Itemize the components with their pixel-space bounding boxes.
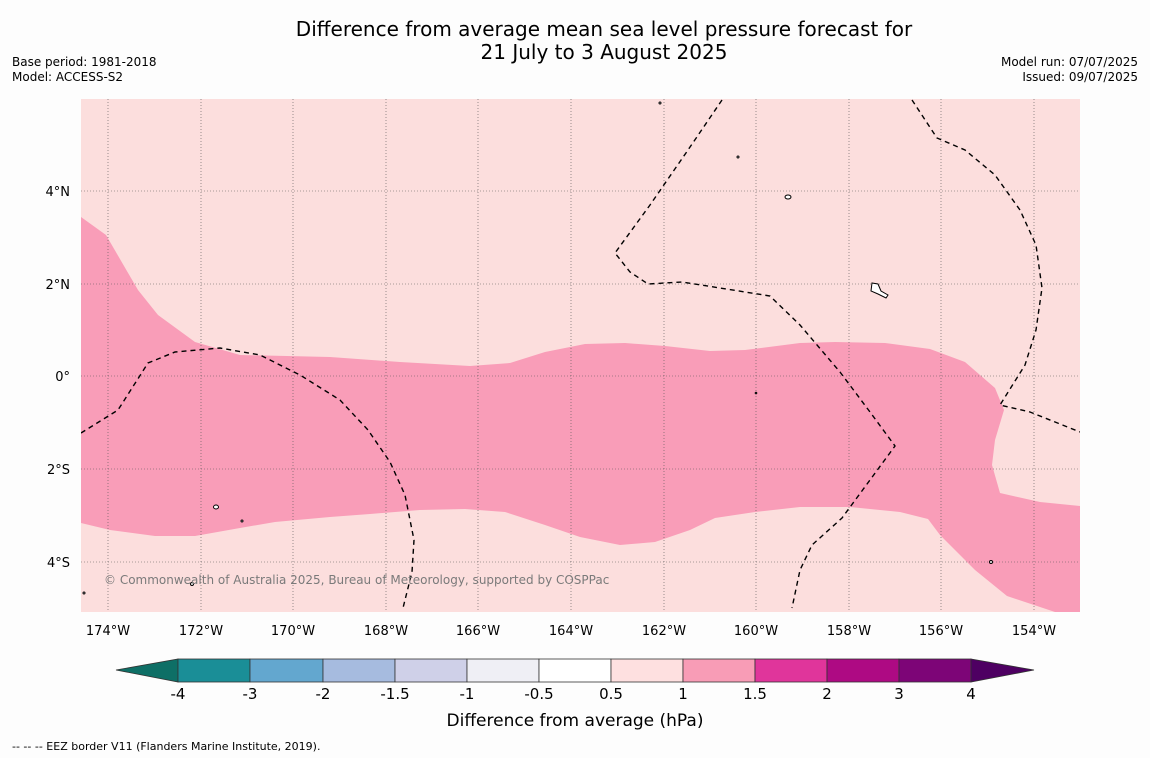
colorbar-seg-3 bbox=[322, 658, 396, 683]
colorbar-seg-10 bbox=[826, 658, 900, 683]
copyright-text: © Commonwealth of Australia 2025, Bureau… bbox=[104, 573, 609, 587]
title-line-1: Difference from average mean sea level p… bbox=[295, 17, 913, 41]
colorbar-extend-high bbox=[970, 658, 1035, 683]
model-run-text: Model run: 07/07/2025 bbox=[1000, 55, 1138, 69]
colorbar-label: Difference from average (hPa) bbox=[447, 711, 704, 731]
colorbar-seg-9 bbox=[754, 658, 828, 683]
island-8 bbox=[989, 560, 993, 564]
colorbar-tick-label: 3 bbox=[894, 685, 904, 703]
eez-footnote: -- -- -- EEZ border V11 (Flanders Marine… bbox=[12, 740, 321, 753]
colorbar-tick-label: 1 bbox=[678, 685, 688, 703]
colorbar-seg-7 bbox=[610, 658, 684, 683]
island-kiritimati bbox=[870, 282, 889, 299]
lon-label-160w: 160°W bbox=[734, 624, 778, 639]
eez-border-1 bbox=[81, 347, 415, 609]
lon-label-166w: 166°W bbox=[456, 624, 500, 639]
lon-label-156w: 156°W bbox=[919, 624, 963, 639]
colorbar-tick-label: 4 bbox=[966, 685, 976, 703]
lon-label-168w: 168°W bbox=[364, 624, 408, 639]
eez-borders bbox=[81, 99, 1080, 609]
colorbar-tick-label: -3 bbox=[243, 685, 258, 703]
colorbar-tick-label: 0.5 bbox=[599, 685, 623, 703]
lat-label-0: 0° bbox=[55, 370, 70, 385]
lon-label-172w: 172°W bbox=[179, 624, 223, 639]
lon-label-162w: 162°W bbox=[642, 624, 686, 639]
lon-label-158w: 158°W bbox=[827, 624, 871, 639]
model-text: Model: ACCESS-S2 bbox=[12, 70, 124, 84]
colorbar-tick-label: -1.5 bbox=[380, 685, 409, 703]
base-period-text: Base period: 1981-2018 bbox=[12, 55, 157, 69]
lon-label-174w: 174°W bbox=[86, 624, 130, 639]
lat-labels: 4°N 2°N 0° 2°S 4°S bbox=[46, 185, 71, 571]
lon-label-154w: 154°W bbox=[1012, 624, 1056, 639]
colorbar bbox=[115, 658, 1035, 683]
colorbar-extend-low bbox=[115, 658, 179, 683]
colorbar-tick-label: -4 bbox=[171, 685, 186, 703]
colorbar-seg-11 bbox=[898, 658, 972, 683]
colorbar-seg-6 bbox=[538, 658, 612, 683]
island-4 bbox=[736, 155, 740, 159]
island-1 bbox=[784, 194, 792, 200]
colorbar-tick-label: 1.5 bbox=[743, 685, 767, 703]
colorbar-tick-label: 2 bbox=[822, 685, 832, 703]
island-9 bbox=[82, 591, 86, 595]
colorbar-tick-label: -0.5 bbox=[524, 685, 553, 703]
eez-border-3 bbox=[911, 99, 1080, 433]
colorbar-seg-8 bbox=[682, 658, 756, 683]
colorbar-seg-1 bbox=[177, 658, 251, 683]
island-5 bbox=[754, 391, 758, 395]
colorbar-tick-label: -2 bbox=[316, 685, 331, 703]
colorbar-ticks: -4 -3 -2 -1.5 -1 -0.5 0.5 1 1.5 2 3 4 bbox=[171, 685, 976, 703]
island-3 bbox=[658, 101, 662, 105]
meta-left: Base period: 1981-2018 Model: ACCESS-S2 bbox=[12, 55, 157, 85]
meta-right: Model run: 07/07/2025 Issued: 09/07/2025 bbox=[1001, 55, 1138, 85]
island-7 bbox=[190, 582, 194, 586]
lon-label-170w: 170°W bbox=[271, 624, 315, 639]
lat-label-2s: 2°S bbox=[47, 463, 70, 478]
islands bbox=[82, 101, 993, 595]
lat-label-2n: 2°N bbox=[46, 278, 71, 293]
island-6 bbox=[240, 519, 244, 523]
lat-label-4n: 4°N bbox=[46, 185, 71, 200]
title-line-2: 21 July to 3 August 2025 bbox=[480, 40, 728, 64]
colorbar-seg-5 bbox=[466, 658, 540, 683]
lon-label-164w: 164°W bbox=[549, 624, 593, 639]
island-2 bbox=[213, 504, 219, 510]
colorbar-tick-label: -1 bbox=[460, 685, 475, 703]
colorbar-seg-4 bbox=[394, 658, 468, 683]
issued-text: Issued: 09/07/2025 bbox=[1022, 70, 1138, 84]
colorbar-seg-2 bbox=[249, 658, 324, 683]
lon-labels: 174°W 172°W 170°W 168°W 166°W 164°W 162°… bbox=[86, 624, 1056, 639]
chart-title: Difference from average mean sea level p… bbox=[0, 18, 1150, 64]
anomaly-band-1-1-5 bbox=[81, 217, 1080, 612]
lat-label-4s: 4°S bbox=[47, 556, 70, 571]
